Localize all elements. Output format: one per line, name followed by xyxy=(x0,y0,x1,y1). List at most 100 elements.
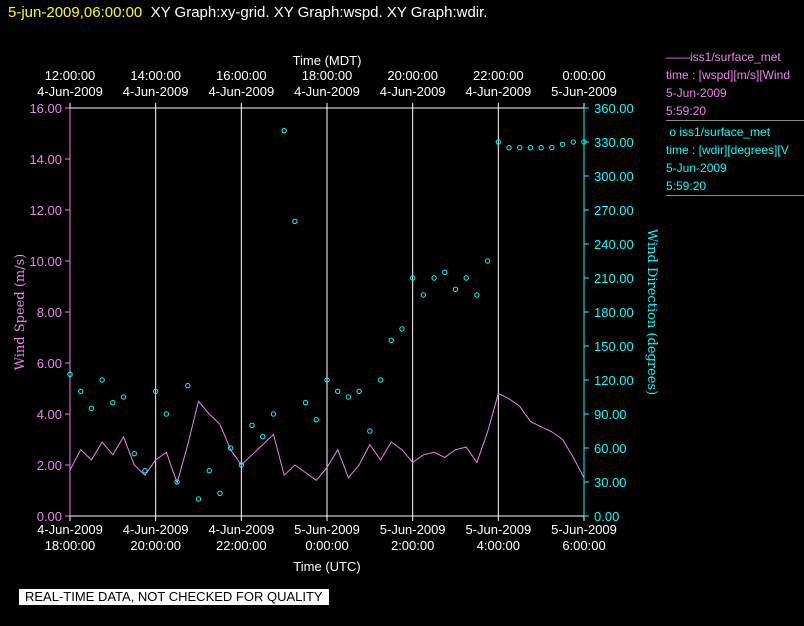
right-tick-label: 240.00 xyxy=(594,237,634,252)
top-tick-label: 20:00:00 xyxy=(387,68,438,83)
wind-direction-point xyxy=(217,490,223,497)
wind-direction-point xyxy=(195,496,202,502)
left-tick-label: 10.00 xyxy=(29,254,62,269)
wind-direction-point xyxy=(335,388,341,395)
right-tick-label: 30.00 xyxy=(594,475,627,490)
top-tick-label: 18:00:00 xyxy=(302,68,353,83)
wind-direction-point xyxy=(152,388,159,395)
bottom-tick-label: 5-Jun-2009 xyxy=(380,522,446,537)
left-tick-label: 12.00 xyxy=(29,203,62,218)
right-tick-label: 330.00 xyxy=(594,135,634,150)
wind-direction-point xyxy=(99,377,105,383)
wind-direction-point xyxy=(185,382,191,389)
wind-direction-point xyxy=(174,479,180,485)
top-tick-label: 22:00:00 xyxy=(473,68,524,83)
right-tick-label: 90.00 xyxy=(594,407,627,422)
left-tick-label: 4.00 xyxy=(37,407,62,422)
bottom-tick-label: 5-Jun-2009 xyxy=(294,522,360,537)
left-tick-label: 16.00 xyxy=(29,101,62,116)
bottom-tick-label: 5-Jun-2009 xyxy=(465,522,531,537)
legend-wdir-variable: time : [wdir][degrees][V xyxy=(666,143,789,157)
left-tick-label: 14.00 xyxy=(29,152,62,167)
wind-direction-point xyxy=(581,139,587,145)
top-tick-label: 4-Jun-2009 xyxy=(380,84,446,99)
wind-direction-point xyxy=(463,275,469,281)
wind-speed-line xyxy=(69,392,585,485)
top-tick-label: 4-Jun-2009 xyxy=(123,84,189,99)
wind-direction-point xyxy=(495,139,502,145)
right-tick-label: 300.00 xyxy=(594,169,634,184)
top-tick-label: 16:00:00 xyxy=(216,68,267,83)
wind-direction-point xyxy=(570,139,576,145)
bottom-tick-label: 22:00:00 xyxy=(216,538,267,553)
wind-direction-point xyxy=(442,269,448,276)
legend-wdir-source: o iss1/surface_met xyxy=(666,125,771,139)
bottom-tick-label: 20:00:00 xyxy=(130,538,181,553)
wind-direction-point xyxy=(78,388,84,395)
wind-direction-point xyxy=(420,292,427,298)
legend-entry-wspd: ——iss1/surface_met time : [wspd][m/s][Wi… xyxy=(666,48,804,121)
wind-direction-point xyxy=(324,377,330,383)
top-tick-label: 4-Jun-2009 xyxy=(208,84,274,99)
wind-direction-point xyxy=(120,394,127,400)
right-tick-label: 360.00 xyxy=(594,101,634,116)
wind-direction-point xyxy=(313,416,319,423)
right-tick-label: 270.00 xyxy=(594,203,634,218)
left-tick-label: 8.00 xyxy=(37,305,62,320)
wind-direction-point xyxy=(559,141,566,147)
quality-note: REAL-TIME DATA, NOT CHECKED FOR QUALITY xyxy=(19,589,329,605)
wind-direction-point xyxy=(163,411,170,417)
legend-entry-wdir: o iss1/surface_met time : [wdir][degrees… xyxy=(666,123,804,196)
header: 5-jun-2009,06:00:00 XY Graph:xy-grid. XY… xyxy=(8,4,487,21)
top-tick-label: 4-Jun-2009 xyxy=(294,84,360,99)
right-tick-label: 0.00 xyxy=(594,509,619,524)
bottom-tick-label: 2:00:00 xyxy=(391,538,434,553)
bottom-tick-label: 18:00:00 xyxy=(45,538,96,553)
wind-direction-point xyxy=(281,127,287,134)
left-tick-label: 0.00 xyxy=(37,509,62,524)
wind-direction-point xyxy=(345,394,352,400)
bottom-tick-label: 0:00:00 xyxy=(305,538,348,553)
wind-direction-point xyxy=(206,467,212,474)
wind-direction-point xyxy=(409,275,416,281)
wind-direction-point xyxy=(484,258,491,264)
legend-wspd-time: 5:59:20 xyxy=(666,104,707,118)
top-tick-label: 4-Jun-2009 xyxy=(465,84,531,99)
wind-direction-point xyxy=(452,286,459,293)
top-axis-label: Time (MDT) xyxy=(293,53,362,68)
wind-direction-point xyxy=(302,399,309,406)
legend: ——iss1/surface_met time : [wspd][m/s][Wi… xyxy=(666,48,804,198)
wind-direction-point xyxy=(356,388,362,395)
bottom-axis-label: Time (UTC) xyxy=(293,559,360,574)
wind-direction-point xyxy=(131,450,137,457)
wind-direction-point xyxy=(506,144,512,151)
right-tick-label: 120.00 xyxy=(594,373,634,388)
top-tick-label: 4-Jun-2009 xyxy=(37,84,103,99)
right-tick-label: 210.00 xyxy=(594,271,634,286)
header-date: 5-jun-2009,06:00:00 xyxy=(8,4,143,21)
bottom-tick-label: 4-Jun-2009 xyxy=(37,522,103,537)
top-tick-label: 14:00:00 xyxy=(130,68,181,83)
wind-direction-point xyxy=(527,144,534,151)
right-axis-label: Wind Direction (degrees) xyxy=(644,229,659,395)
right-tick-label: 150.00 xyxy=(594,339,634,354)
wind-direction-point xyxy=(377,377,384,383)
wind-direction-point xyxy=(399,326,405,332)
right-tick-label: 180.00 xyxy=(594,305,634,320)
bottom-tick-label: 4-Jun-2009 xyxy=(208,522,274,537)
wind-direction-point xyxy=(249,422,255,429)
right-tick-label: 60.00 xyxy=(594,441,627,456)
wind-direction-point xyxy=(538,144,544,151)
wind-direction-point xyxy=(367,428,373,434)
left-tick-label: 2.00 xyxy=(37,458,62,473)
wind-direction-point xyxy=(142,467,148,474)
legend-wspd-source: ——iss1/surface_met xyxy=(666,50,781,64)
left-axis-label: Wind Speed (m/s) xyxy=(13,254,28,371)
legend-wdir-date: 5-Jun-2009 xyxy=(666,161,727,175)
wind-direction-point xyxy=(270,411,277,417)
bottom-tick-label: 6:00:00 xyxy=(562,538,605,553)
wind-direction-point xyxy=(67,371,73,378)
header-titles: XY Graph:xy-grid. XY Graph:wspd. XY Grap… xyxy=(150,4,488,21)
wind-direction-point xyxy=(238,462,245,468)
